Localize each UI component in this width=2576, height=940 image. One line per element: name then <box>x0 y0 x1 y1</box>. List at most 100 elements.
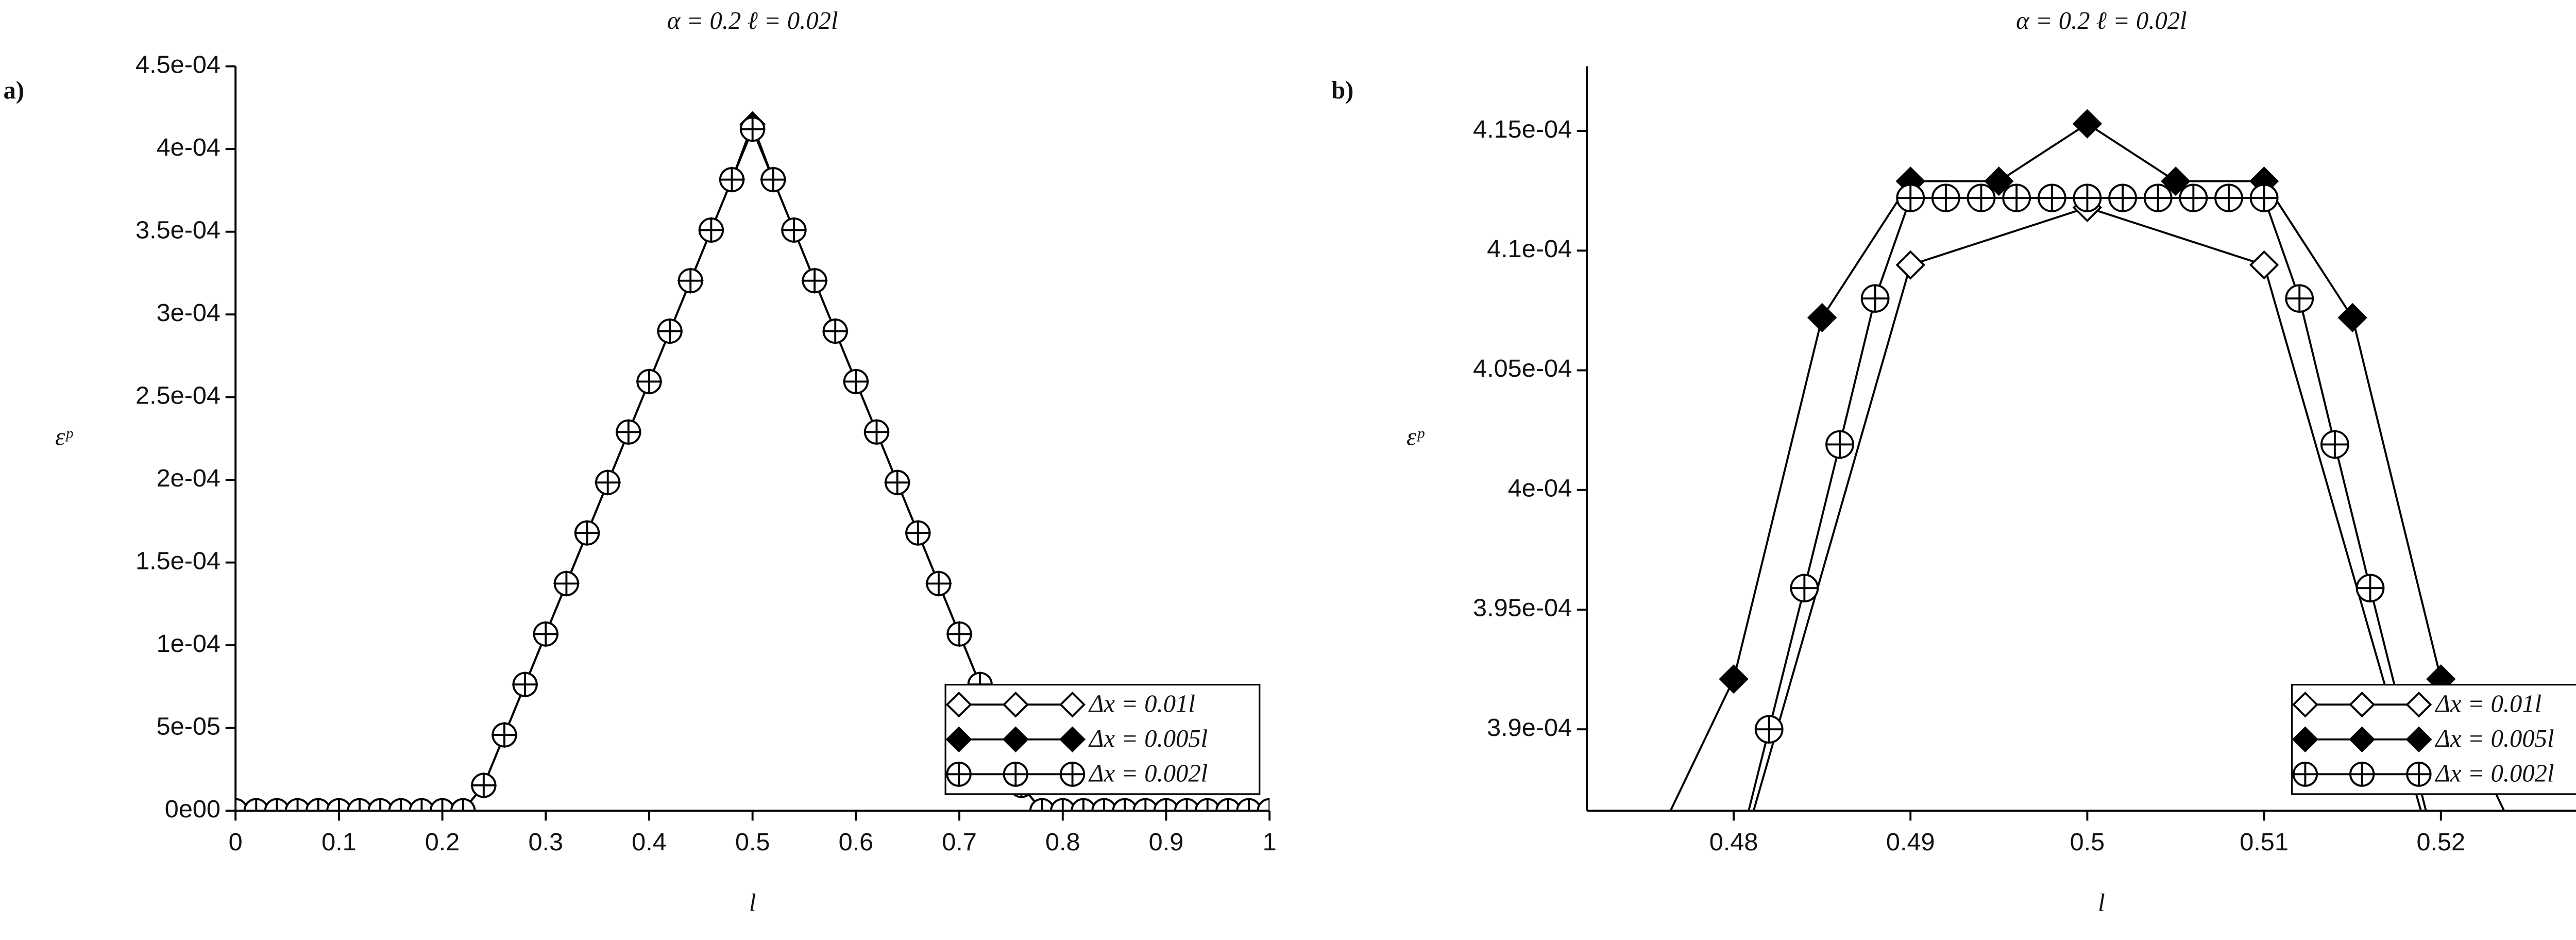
x-tick-label: 0.6 <box>839 828 874 856</box>
marker <box>1807 303 1837 332</box>
marker <box>1860 284 1890 313</box>
marker <box>1895 250 1925 280</box>
x-tick-label: 0.7 <box>942 828 977 856</box>
marker <box>2143 183 2173 212</box>
marker <box>946 761 972 787</box>
marker <box>388 798 414 811</box>
marker <box>2179 183 2208 212</box>
marker <box>2292 691 2318 718</box>
legend-label: Δx = 0.002l <box>1088 760 1208 787</box>
marker <box>636 369 662 394</box>
marker <box>2072 109 2103 139</box>
x-tick-label: 0.3 <box>528 828 563 856</box>
x-tick-label: 0 <box>229 828 243 856</box>
marker <box>2349 726 2376 752</box>
legend-label: Δx = 0.002l <box>2434 760 2554 787</box>
marker <box>946 621 972 647</box>
marker-circle <box>2428 857 2454 883</box>
marker <box>1896 183 1925 212</box>
plot-area <box>235 111 1270 811</box>
marker <box>2073 183 2102 212</box>
marker <box>719 167 745 192</box>
y-tick-label: 1.5e-04 <box>135 547 221 575</box>
y-tick-label: 5e-05 <box>157 713 221 741</box>
marker <box>2405 691 2432 718</box>
marker <box>471 773 497 798</box>
x-tick-label: 0.52 <box>2416 828 2465 856</box>
y-tick-label: 4.5e-04 <box>135 51 221 79</box>
y-tick-label: 4e-04 <box>1508 475 1572 502</box>
marker <box>1236 798 1262 811</box>
marker <box>1984 166 2014 196</box>
marker <box>2108 183 2137 212</box>
marker <box>1050 798 1076 811</box>
marker <box>1003 761 1028 787</box>
marker <box>2292 761 2318 787</box>
y-tick-label: 2.5e-04 <box>135 382 221 410</box>
chart-title: α = 0.2 ℓ = 0.02l <box>667 7 838 35</box>
marker <box>2161 166 2191 196</box>
marker <box>2428 867 2454 893</box>
marker <box>802 268 827 294</box>
marker <box>1029 798 1055 811</box>
marker <box>347 798 372 811</box>
x-tick-label: 0.4 <box>632 828 667 856</box>
y-tick-label: 3.5e-04 <box>135 216 221 244</box>
y-tick-label: 4.05e-04 <box>1473 355 1572 382</box>
marker <box>2355 574 2385 602</box>
y-tick-label: 4.1e-04 <box>1487 235 1572 263</box>
x-axis-label: l <box>2098 889 2105 917</box>
y-tick-label: 4.15e-04 <box>1473 115 1572 143</box>
x-axis-label: l <box>749 889 756 917</box>
marker <box>595 469 621 495</box>
chart-title: α = 0.2 ℓ = 0.02l <box>2016 7 2187 35</box>
marker <box>429 798 455 811</box>
marker <box>1174 798 1200 811</box>
marker <box>1059 761 1086 787</box>
marker <box>822 318 848 344</box>
marker <box>1967 183 1996 212</box>
legend-label: Δx = 0.005l <box>2434 725 2554 752</box>
marker <box>945 691 972 718</box>
marker <box>243 798 269 811</box>
x-tick-label: 1 <box>1263 828 1277 856</box>
marker <box>657 318 683 344</box>
marker <box>885 469 910 495</box>
marker <box>1112 798 1138 811</box>
marker <box>2349 691 2376 718</box>
marker <box>1132 798 1158 811</box>
marker <box>677 268 703 294</box>
panel-label: a) <box>3 77 24 104</box>
legend-label: Δx = 0.01l <box>2434 691 2541 718</box>
marker <box>1790 574 1819 602</box>
y-axis-label: εᵖ <box>55 424 73 451</box>
y-tick-label: 3e-04 <box>157 299 221 327</box>
marker <box>326 798 352 811</box>
x-tick-label: 0.48 <box>1709 828 1758 856</box>
marker <box>1720 857 1747 883</box>
y-tick-label: 3.9e-04 <box>1487 714 1572 742</box>
marker <box>2002 183 2031 212</box>
marker <box>1215 798 1241 811</box>
y-tick-label: 2e-04 <box>157 464 221 492</box>
marker <box>905 520 931 546</box>
y-tick-label: 4e-04 <box>157 133 221 161</box>
marker <box>2292 726 2318 752</box>
marker <box>2405 726 2432 752</box>
marker <box>2337 303 2367 332</box>
marker <box>2516 850 2543 877</box>
marker <box>1195 798 1221 811</box>
marker <box>1071 798 1096 811</box>
marker <box>1002 726 1029 752</box>
marker <box>760 167 786 192</box>
marker <box>1931 183 1960 212</box>
x-tick-label: 0.2 <box>425 828 460 856</box>
marker <box>2249 183 2279 212</box>
marker <box>616 419 641 445</box>
marker <box>1091 798 1117 811</box>
marker <box>512 672 538 697</box>
marker <box>2214 183 2243 212</box>
marker <box>698 217 724 243</box>
legend: Δx = 0.01l Δx = 0.005l Δx = 0.002l <box>944 683 1261 795</box>
marker <box>1059 691 1086 718</box>
